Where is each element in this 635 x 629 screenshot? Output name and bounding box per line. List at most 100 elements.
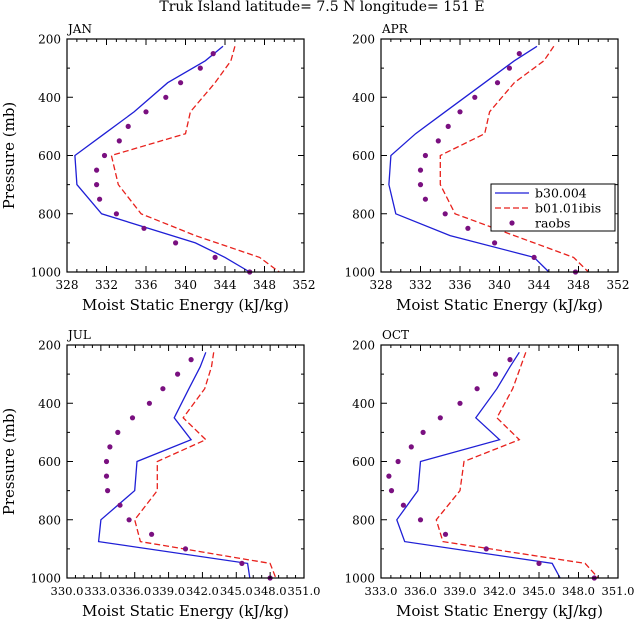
y-tick-label: 800 <box>352 513 375 527</box>
x-tick-label: 336 <box>449 278 472 292</box>
raobs-point <box>163 94 169 100</box>
x-tick-label: 339.0 <box>152 584 185 598</box>
raobs-point <box>516 51 522 57</box>
raobs-point <box>465 225 471 231</box>
series-line-b01-01ibis <box>133 352 277 579</box>
legend-label: b30.004 <box>535 186 587 201</box>
figure-title: Truk Island latitude= 7.5 N longitude= 1… <box>159 0 484 15</box>
x-tick-label: 345.0 <box>523 584 556 598</box>
raobs-point <box>115 429 121 435</box>
x-tick-label: 336 <box>135 278 158 292</box>
y-tick-label: 200 <box>38 33 61 47</box>
raobs-point <box>417 167 424 173</box>
y-tick-label: 400 <box>38 397 61 411</box>
raobs-point <box>437 415 443 421</box>
x-tick-label: 333.0 <box>365 584 398 598</box>
raobs-point <box>422 196 428 202</box>
x-tick-label: 340 <box>488 278 511 292</box>
x-tick-label: 342.0 <box>483 584 516 598</box>
x-tick-label: 352 <box>293 278 316 292</box>
y-tick-label: 800 <box>352 207 375 221</box>
x-tick-label: 352 <box>607 278 630 292</box>
raobs-point <box>420 429 426 435</box>
raobs-point <box>506 65 512 71</box>
raobs-point <box>457 109 463 115</box>
raobs-point <box>210 51 216 57</box>
x-tick-label: 348.0 <box>562 584 595 598</box>
raobs-point <box>445 123 451 129</box>
raobs-point <box>395 458 401 465</box>
raobs-point <box>492 371 499 377</box>
raobs-point <box>125 123 131 129</box>
raobs-point <box>97 196 103 202</box>
raobs-point <box>129 415 136 421</box>
y-tick-label: 1000 <box>30 572 61 586</box>
x-tick-label: 348 <box>567 278 590 292</box>
y-tick-label: 200 <box>38 339 61 353</box>
plot-frame <box>380 38 619 273</box>
x-tick-label: 328 <box>56 278 79 292</box>
raobs-point <box>457 400 463 406</box>
raobs-point <box>103 458 110 465</box>
x-tick-label: 342.0 <box>186 584 219 598</box>
x-tick-label: 336.0 <box>404 584 437 598</box>
raobs-point <box>494 80 501 86</box>
series-line-b30-004 <box>74 45 251 273</box>
y-tick-label: 400 <box>352 91 375 105</box>
raobs-point <box>472 94 478 100</box>
raobs-point <box>94 182 100 188</box>
raobs-point <box>536 560 542 567</box>
raobs-point <box>435 138 441 144</box>
panel-label: OCT <box>382 328 409 342</box>
raobs-point <box>507 357 513 363</box>
series-line-b01-01ibis <box>110 46 280 273</box>
y-tick-label: 800 <box>38 513 61 527</box>
y-tick-label: 1000 <box>344 572 375 586</box>
y-tick-label: 400 <box>352 397 375 411</box>
raobs-point <box>400 502 406 508</box>
raobs-point <box>492 240 498 246</box>
series-line-b30-004 <box>388 45 550 273</box>
x-tick-label: 333.0 <box>84 584 117 598</box>
x-tick-label: 351.0 <box>602 584 635 598</box>
x-axis-label: Moist Static Energy (kJ/kg) <box>396 296 603 314</box>
raobs-point <box>149 531 155 537</box>
y-tick-label: 600 <box>38 149 61 163</box>
legend-symbol-raobs <box>509 220 515 226</box>
x-tick-label: 348.0 <box>254 584 287 598</box>
panel-label: APR <box>381 22 409 36</box>
x-tick-label: 351.0 <box>288 584 321 598</box>
series-line-b01-01ibis <box>439 45 589 273</box>
raobs-point <box>94 167 100 173</box>
raobs-point <box>483 546 489 552</box>
legend-label: b01.01ibis <box>535 201 601 216</box>
raobs-point <box>417 182 424 188</box>
x-tick-label: 345.0 <box>220 584 253 598</box>
y-tick-label: 200 <box>352 33 375 47</box>
series-line-b30-004 <box>97 352 251 579</box>
y-axis-label: Pressure (mb) <box>0 408 18 516</box>
x-tick-label: 348 <box>253 278 276 292</box>
y-tick-label: 200 <box>352 339 375 353</box>
legend-label: raobs <box>535 216 570 231</box>
x-axis-label: Moist Static Energy (kJ/kg) <box>396 602 603 620</box>
series-line-b30-004 <box>396 351 561 579</box>
y-tick-label: 1000 <box>30 266 61 280</box>
y-tick-label: 1000 <box>344 266 375 280</box>
raobs-point <box>175 371 181 377</box>
raobs-point <box>188 357 194 363</box>
raobs-point <box>143 109 149 115</box>
raobs-point <box>386 473 392 479</box>
x-tick-label: 340 <box>174 278 197 292</box>
plot-frame <box>66 344 305 579</box>
raobs-point <box>173 240 179 246</box>
raobs-point <box>160 386 166 392</box>
y-tick-label: 800 <box>38 207 61 221</box>
raobs-point <box>107 444 113 450</box>
raobs-point <box>212 254 218 260</box>
raobs-point <box>239 560 245 567</box>
raobs-point <box>146 400 152 406</box>
